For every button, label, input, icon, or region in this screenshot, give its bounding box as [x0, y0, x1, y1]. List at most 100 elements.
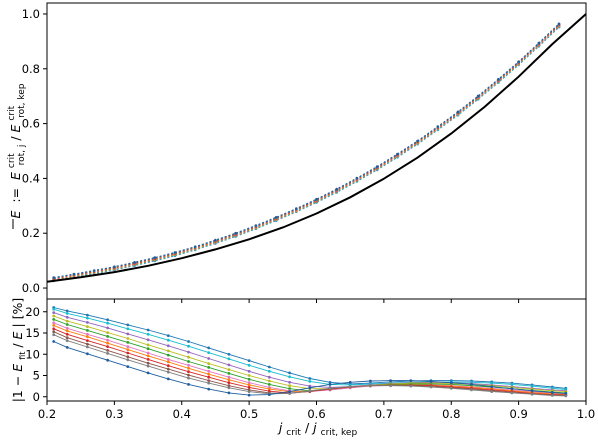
bottom-x-tick-label: 0.7: [375, 407, 393, 421]
residual-point: [65, 319, 69, 323]
residual-point: [52, 324, 56, 327]
top-model-point: [557, 22, 561, 26]
bottom-x-tick-label: 1.0: [577, 407, 595, 421]
residual-point: [267, 383, 271, 386]
residual-point: [267, 379, 271, 383]
residual-point: [65, 323, 69, 326]
residual-point: [166, 367, 170, 371]
residual-point: [166, 377, 170, 381]
residual-point: [86, 335, 89, 339]
residual-point: [86, 321, 89, 324]
residual-point: [247, 374, 251, 377]
residual-point: [207, 379, 211, 382]
top-model-point: [497, 77, 500, 81]
residual-point: [126, 355, 130, 359]
residual-point: [267, 369, 271, 373]
top-model-point: [537, 41, 541, 45]
residual-point: [227, 352, 231, 356]
residual-point: [247, 386, 251, 389]
residual-point: [86, 329, 89, 332]
residual-point: [187, 366, 190, 370]
residual-point: [126, 327, 130, 331]
residual-point: [65, 326, 69, 330]
bottom-x-ticks: 0.2 0.3 0.4 0.5 0.6 0.7 0.8 0.9 1.0: [38, 401, 595, 421]
bottom-x-tick-label: 0.5: [240, 407, 258, 421]
residual-point: [126, 332, 130, 336]
top-y-tick-label: 0.0: [22, 281, 40, 295]
residual-point: [65, 339, 69, 342]
residual-point: [288, 375, 291, 379]
top-model-point: [274, 216, 278, 219]
bottom-panel: 0 5 10 15 20 0.2 0.3 0.4 0.5 0.6 0.7 0.8 0.9 1.0 |1 …: [10, 298, 595, 438]
residual-point: [166, 338, 170, 342]
residual-point: [187, 344, 190, 348]
residual-point: [52, 333, 56, 337]
top-model-point: [517, 60, 520, 63]
top-model-point: [254, 224, 258, 227]
top-y-tick-label: 0.2: [22, 226, 40, 240]
top-model-point: [92, 269, 96, 272]
residual-point: [187, 370, 190, 374]
residual-point: [267, 393, 271, 396]
residual-point: [52, 321, 56, 325]
residual-point: [207, 375, 211, 379]
residual-point: [328, 386, 332, 390]
residual-point: [65, 315, 69, 319]
residual-point: [530, 384, 534, 388]
bottom-residual-series: [52, 306, 568, 398]
residual-point: [52, 318, 56, 321]
residual-point: [146, 361, 150, 365]
top-model-line: [53, 26, 560, 282]
top-model-line: [53, 23, 560, 279]
residual-point: [106, 338, 109, 342]
top-model-line: [53, 23, 560, 279]
residual-point: [247, 363, 251, 367]
residual-point: [207, 369, 211, 373]
residual-point: [470, 388, 473, 392]
residual-point: [146, 332, 150, 336]
residual-point: [106, 321, 109, 325]
top-model-point: [315, 197, 318, 201]
bottom-x-tick-label: 0.3: [105, 407, 123, 421]
residual-point: [65, 309, 69, 313]
top-fit-curve: [46, 13, 587, 283]
residual-point: [389, 379, 392, 382]
residual-point: [166, 360, 170, 364]
residual-point: [308, 386, 312, 390]
residual-point: [227, 384, 231, 388]
residual-point: [187, 373, 190, 377]
top-model-point: [234, 231, 237, 235]
residual-point: [65, 346, 69, 349]
bottom-x-tick-label: 0.9: [509, 407, 527, 421]
bottom-y-tick-label: 5: [33, 369, 40, 383]
top-panel: 0.0 0.2 0.4 0.6 0.8 1.0 E := E crit rot, j / …: [7, 2, 587, 303]
top-model-line: [53, 25, 560, 281]
residual-point: [530, 389, 534, 393]
residual-point: [207, 357, 211, 360]
residual-point: [227, 386, 231, 390]
top-y-tick-label: 0.8: [22, 62, 40, 76]
bottom-y-tick-label: 20: [25, 305, 40, 319]
residual-point: [52, 314, 56, 318]
residual-point: [65, 329, 69, 333]
residual-point: [308, 389, 312, 393]
top-model-line: [53, 24, 560, 280]
bottom-y-tick-label: 10: [25, 347, 40, 361]
residual-point: [247, 381, 251, 385]
top-model-point: [52, 276, 55, 279]
top-model-point: [456, 110, 460, 114]
residual-point: [106, 331, 109, 334]
residual-point: [207, 346, 211, 350]
bottom-y-ticks: 0 5 10 15 20: [25, 305, 47, 404]
residual-point: [146, 347, 150, 351]
residual-point: [247, 390, 251, 393]
residual-point: [409, 384, 413, 388]
top-model-point: [416, 139, 419, 143]
residual-point: [106, 345, 109, 348]
residual-point: [187, 363, 190, 367]
residual-point: [106, 341, 109, 345]
bottom-y-tick-label: 0: [33, 390, 40, 404]
top-model-point: [173, 251, 177, 254]
residual-point: [86, 313, 89, 317]
residual-point: [187, 355, 190, 359]
